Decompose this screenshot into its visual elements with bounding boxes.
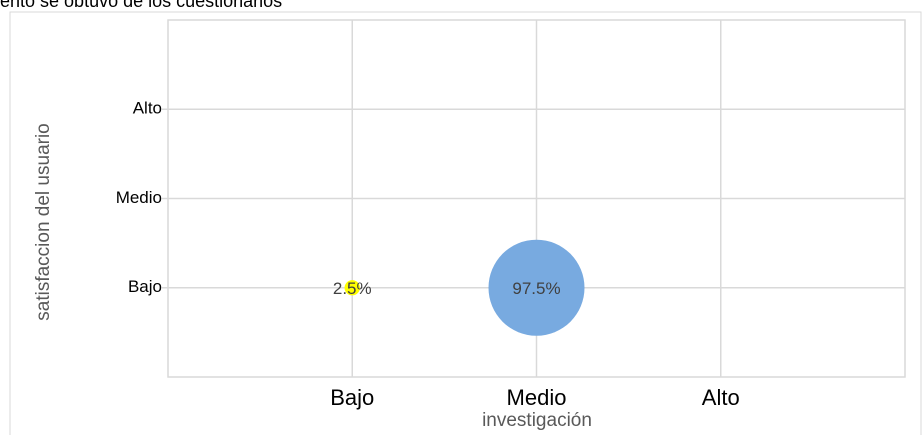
data-label: 97.5% (512, 279, 560, 298)
y-tick-label: Alto (133, 99, 162, 118)
x-tick-label: Medio (507, 385, 567, 410)
chart-title: ento se obtuvo de los cuestionarios (0, 0, 282, 11)
y-tick-label: Bajo (128, 277, 162, 296)
y-tick-label: Medio (116, 188, 162, 207)
y-axis-title: satisfaccion del usuario (33, 123, 54, 321)
data-label: 2.5% (333, 279, 372, 298)
bubble (344, 280, 360, 296)
x-tick-label: Alto (702, 385, 740, 410)
bubble (488, 239, 585, 336)
x-tick-label: Bajo (330, 385, 374, 410)
chart-border (9, 11, 922, 440)
x-axis-title: investigación (482, 410, 592, 431)
